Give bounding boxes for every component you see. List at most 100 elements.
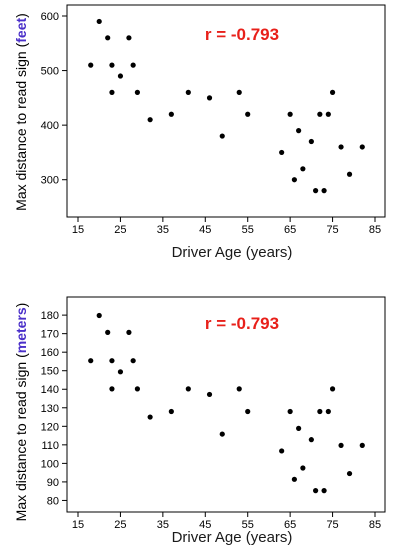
data-point bbox=[308, 138, 314, 145]
data-point bbox=[245, 111, 251, 117]
data-point bbox=[219, 431, 225, 437]
data-point bbox=[359, 144, 365, 150]
data-point bbox=[109, 358, 115, 364]
x-tick-label: 85 bbox=[369, 224, 381, 236]
data-point bbox=[185, 386, 191, 392]
data-point bbox=[126, 329, 132, 335]
data-point bbox=[168, 111, 174, 117]
data-point bbox=[287, 408, 293, 415]
data-point bbox=[96, 18, 102, 25]
data-point bbox=[117, 73, 124, 79]
y-axis-label-suffix: ) bbox=[13, 303, 29, 308]
data-point bbox=[321, 188, 327, 194]
y-tick-label: 160 bbox=[41, 347, 59, 359]
data-point bbox=[105, 35, 111, 41]
data-point bbox=[109, 386, 115, 392]
data-point bbox=[88, 62, 94, 68]
data-points bbox=[88, 18, 365, 194]
x-tick-label: 35 bbox=[157, 224, 169, 236]
correlation-annotation: r = -0.793 bbox=[205, 314, 279, 333]
data-point bbox=[338, 442, 344, 448]
x-axis-ticks: 15 25 35 45 55 65 75 85 bbox=[72, 512, 381, 531]
x-tick-label: 75 bbox=[326, 224, 338, 236]
data-point bbox=[346, 171, 353, 177]
x-tick-label: 65 bbox=[284, 224, 296, 236]
y-tick-label: 500 bbox=[41, 66, 59, 78]
data-point bbox=[313, 488, 319, 494]
y-tick-label: 90 bbox=[47, 477, 59, 489]
data-point bbox=[134, 89, 140, 95]
y-axis-label-prefix: Max distance to read sign ( bbox=[13, 42, 29, 210]
y-axis-label-unit: meters bbox=[13, 307, 29, 353]
data-point bbox=[134, 386, 140, 392]
data-point bbox=[105, 329, 111, 335]
data-point bbox=[245, 408, 251, 415]
data-point bbox=[185, 89, 191, 95]
x-tick-label: 35 bbox=[157, 519, 169, 531]
y-tick-label: 110 bbox=[41, 440, 59, 452]
data-point bbox=[317, 111, 323, 117]
plot-frame bbox=[66, 296, 386, 513]
data-point bbox=[329, 89, 336, 95]
data-point bbox=[219, 133, 225, 139]
data-point bbox=[88, 358, 94, 364]
data-point bbox=[130, 62, 136, 68]
y-tick-label: 140 bbox=[41, 384, 59, 396]
data-point bbox=[287, 111, 293, 117]
data-point bbox=[300, 166, 306, 172]
data-point bbox=[126, 35, 132, 41]
data-point bbox=[359, 442, 365, 448]
data-points bbox=[88, 312, 365, 494]
x-tick-label: 25 bbox=[114, 224, 126, 236]
data-point bbox=[291, 177, 297, 183]
data-point bbox=[236, 386, 242, 392]
data-point bbox=[130, 358, 136, 364]
x-tick-label: 15 bbox=[72, 519, 84, 531]
data-point bbox=[206, 95, 213, 101]
data-point bbox=[313, 188, 319, 194]
y-tick-label: 130 bbox=[41, 403, 59, 415]
data-point bbox=[96, 312, 102, 319]
data-point bbox=[338, 144, 344, 150]
data-point bbox=[279, 149, 285, 156]
x-tick-label: 75 bbox=[326, 519, 338, 531]
data-point bbox=[300, 465, 306, 471]
x-axis-label: Driver Age (years) bbox=[172, 244, 293, 261]
y-tick-label: 300 bbox=[41, 175, 59, 187]
y-axis-label-unit: feet bbox=[13, 18, 29, 43]
x-tick-label: 55 bbox=[242, 519, 254, 531]
y-axis-label-suffix: ) bbox=[13, 13, 29, 18]
x-tick-label: 65 bbox=[284, 519, 296, 531]
chart-feet: 15 25 35 45 55 65 75 85 300 400 500 600 r = -0.793… bbox=[13, 4, 386, 261]
data-point bbox=[291, 476, 297, 482]
y-tick-label: 400 bbox=[41, 120, 59, 132]
x-axis-label: Driver Age (years) bbox=[172, 529, 293, 546]
data-point bbox=[346, 470, 353, 477]
data-point bbox=[325, 408, 331, 415]
correlation-annotation: r = -0.793 bbox=[205, 25, 279, 44]
data-point bbox=[279, 448, 285, 454]
data-point bbox=[317, 408, 323, 415]
data-point bbox=[236, 89, 242, 95]
y-axis-label: Max distance to read sign (feet) bbox=[13, 13, 29, 211]
data-point bbox=[308, 437, 314, 443]
data-point bbox=[206, 391, 213, 398]
x-tick-label: 55 bbox=[242, 224, 254, 236]
x-tick-label: 85 bbox=[369, 519, 381, 531]
y-axis-label: Max distance to read sign (meters) bbox=[13, 303, 29, 522]
x-tick-label: 45 bbox=[199, 519, 211, 531]
y-axis-ticks: 80 90 100 110 120 130 140 150 160 170 180 bbox=[41, 310, 67, 507]
y-tick-label: 170 bbox=[41, 329, 59, 341]
plot-frame bbox=[66, 4, 386, 218]
chart-meters: 15 25 35 45 55 65 75 85 80 90 100 110 120 130 140 150 1… bbox=[13, 296, 386, 546]
data-point bbox=[147, 117, 153, 123]
data-point bbox=[296, 425, 302, 431]
data-point bbox=[321, 488, 327, 494]
y-tick-label: 80 bbox=[47, 495, 59, 507]
data-point bbox=[329, 386, 336, 392]
y-tick-label: 120 bbox=[41, 421, 59, 433]
x-tick-label: 45 bbox=[199, 224, 211, 236]
x-tick-label: 15 bbox=[72, 224, 84, 236]
y-tick-label: 150 bbox=[41, 366, 59, 378]
